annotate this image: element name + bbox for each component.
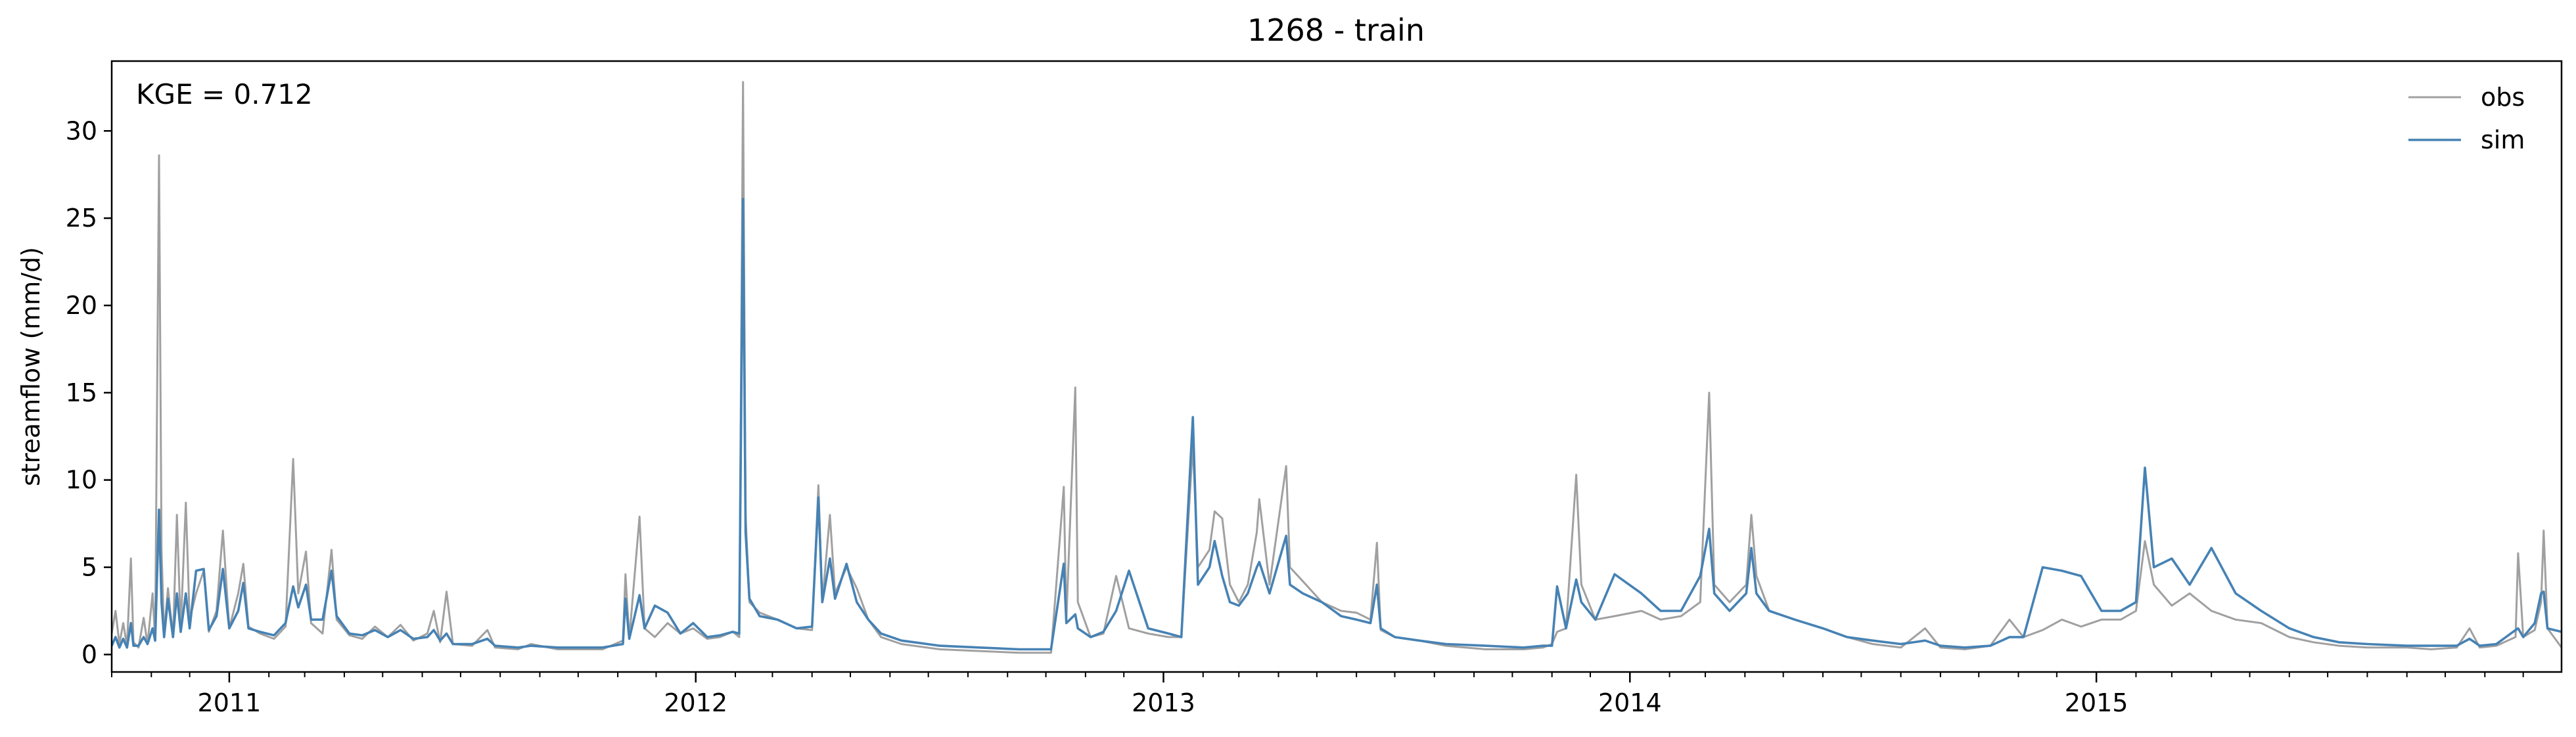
y-tick-label: 5 [81,553,97,582]
chart-title: 1268 - train [1247,12,1425,48]
axes-frame [110,60,2563,673]
y-axis: 0 5 10 15 20 25 30 [66,116,112,669]
x-tick-label: 2012 [664,688,727,717]
y-tick-label: 20 [66,291,97,320]
legend: obs sim [2408,83,2525,154]
series-line-obs [112,81,2562,654]
plot-area [110,60,2563,673]
series-line-sim [112,198,2562,651]
y-tick-label: 25 [66,204,97,233]
y-tick-label: 0 [81,640,97,669]
x-tick-label: 2015 [2065,688,2128,717]
y-tick-label: 15 [66,378,97,407]
x-axis: 2011 2012 2013 2014 2015 [111,672,2524,717]
y-tick-label: 30 [66,116,97,145]
legend-label-sim: sim [2481,125,2525,154]
x-tick-label: 2011 [198,688,262,717]
y-axis-label: streamflow (mm/d) [16,247,45,486]
x-tick-label: 2014 [1598,688,1662,717]
series-layer [112,81,2562,654]
y-tick-label: 10 [66,466,97,495]
x-tick-label: 2013 [1132,688,1195,717]
kge-annotation: KGE = 0.712 [136,78,313,110]
legend-label-obs: obs [2481,83,2525,112]
